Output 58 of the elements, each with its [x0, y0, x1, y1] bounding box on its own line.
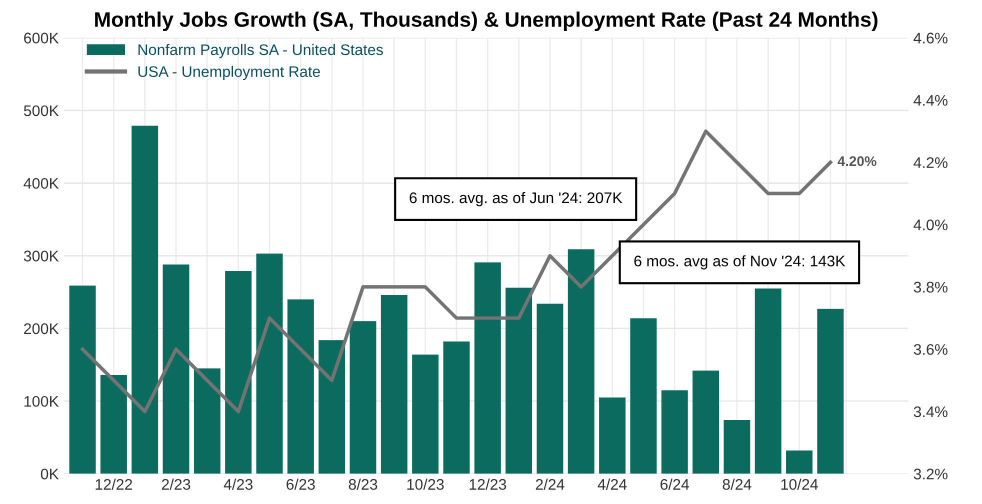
x-tick-label: 10/23: [407, 478, 444, 490]
legend-label: USA - Unemployment Rate: [138, 66, 320, 80]
y2-tick-label: 3.4%: [914, 406, 948, 418]
annotation: 6 mos. avg. as of Jun '24: 207K: [410, 192, 622, 206]
y-tick-label: 300K: [24, 250, 59, 262]
y-tick-label: 0K: [40, 468, 59, 480]
y-tick-label: 100K: [24, 396, 59, 407]
bar: [287, 299, 314, 474]
y2-tick-label: 3.2%: [914, 468, 948, 480]
bar: [256, 254, 283, 474]
bar: [786, 450, 813, 474]
x-tick-label: 12/23: [470, 478, 506, 490]
bar: [350, 321, 376, 474]
chart-title: Monthly Jobs Growth (SA, Thousands) & Unemployment Rate (Past 24 Months): [95, 12, 878, 32]
bar: [754, 288, 782, 474]
y-tick-label: 600K: [24, 32, 59, 44]
x-tick-label: 2/23: [162, 478, 190, 490]
bar: [630, 318, 657, 474]
bar: [474, 262, 501, 474]
bar: [599, 397, 626, 474]
x-tick-label: 6/23: [286, 478, 315, 490]
x-tick-label: 12/22: [96, 478, 132, 490]
bar: [412, 354, 439, 474]
x-tick-label: 4/24: [598, 478, 627, 490]
x-tick-label: 8/24: [722, 478, 752, 490]
bar: [225, 271, 252, 474]
bar: [162, 264, 190, 474]
y2-tick-label: 4.4%: [914, 95, 948, 106]
bar: [568, 249, 594, 474]
bar: [100, 374, 127, 474]
y-tick-label: 500K: [24, 105, 59, 116]
legend-label: Nonfarm Payrolls SA - United States: [138, 44, 383, 58]
annotation: 6 mos. avg as of Nov '24: 143K: [634, 255, 846, 270]
bar: [817, 308, 844, 474]
bar: [380, 295, 408, 474]
y2-tick-label: 3.8%: [914, 282, 948, 293]
bar: [194, 368, 220, 474]
bar: [506, 288, 532, 474]
bar: [443, 342, 470, 474]
bar: [536, 304, 564, 474]
bar: [692, 370, 720, 474]
y-tick-label: 400K: [24, 178, 59, 189]
bar: [132, 126, 158, 474]
x-tick-label: 10/24: [781, 478, 818, 490]
bar: [318, 340, 346, 474]
data-label: 4.20%: [838, 156, 876, 166]
x-tick-label: 6/24: [660, 478, 690, 490]
y-tick-label: 200K: [24, 323, 59, 334]
bar: [724, 420, 750, 474]
x-tick-label: 8/23: [348, 478, 378, 490]
y2-tick-label: 4.0%: [914, 220, 948, 230]
x-tick-label: 4/23: [224, 478, 253, 490]
y2-tick-label: 3.6%: [914, 344, 948, 355]
bar: [661, 390, 688, 474]
bar: [69, 286, 96, 474]
y2-tick-label: 4.6%: [914, 32, 948, 44]
y2-tick-label: 4.2%: [914, 157, 948, 168]
x-tick-label: 2/24: [536, 478, 564, 490]
